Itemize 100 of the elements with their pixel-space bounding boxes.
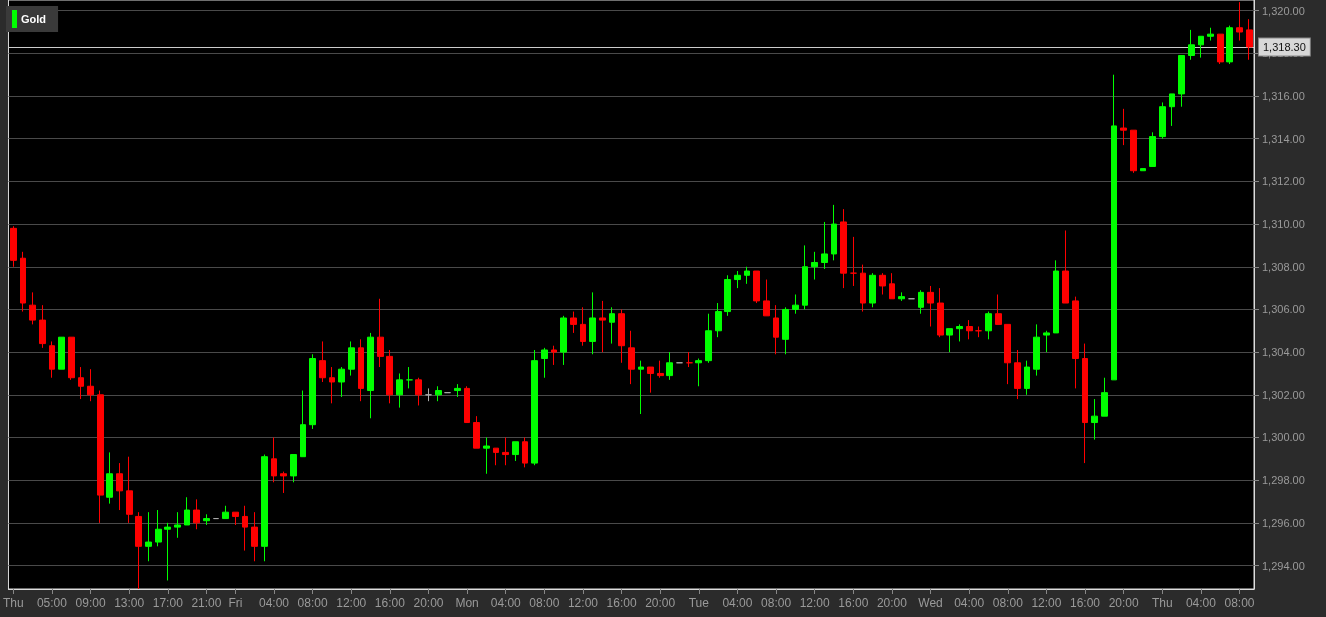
candlestick xyxy=(58,336,65,370)
candlestick xyxy=(164,522,171,581)
legend-label: Gold xyxy=(21,13,47,25)
x-tick-label: 12:00 xyxy=(336,596,367,610)
candlestick xyxy=(638,360,644,415)
x-tick-label: 13:00 xyxy=(114,596,145,610)
candlestick xyxy=(319,340,326,383)
candlestick xyxy=(782,306,789,355)
x-tick-label: 04:00 xyxy=(258,596,290,610)
candlestick xyxy=(1053,259,1059,334)
candlestick xyxy=(329,366,335,404)
y-tick-label: 1,320.00 xyxy=(1262,4,1305,17)
x-tick-label: 09:00 xyxy=(75,596,106,610)
y-tick-label: 1,314.00 xyxy=(1262,132,1305,145)
candlestick xyxy=(290,454,297,483)
candlestick xyxy=(145,511,152,562)
candlestick xyxy=(889,272,895,300)
candlestick xyxy=(10,225,17,268)
y-tick-label: 1,304.00 xyxy=(1262,346,1305,359)
candlestick xyxy=(792,294,799,315)
y-tick-label: 1,312.00 xyxy=(1262,175,1305,188)
candlestick xyxy=(473,415,480,449)
x-tick-label: 21:00 xyxy=(191,596,222,610)
candlestick xyxy=(261,454,268,562)
candlestick xyxy=(966,319,973,340)
candlestick xyxy=(821,221,828,270)
candlestick xyxy=(666,351,673,381)
candlestick xyxy=(715,302,722,338)
y-tick-label: 1,300.00 xyxy=(1262,431,1305,444)
candlestick xyxy=(1169,93,1175,127)
x-tick-label: 05:00 xyxy=(36,596,68,610)
x-tick-label: Mon xyxy=(455,596,479,610)
candlestick xyxy=(39,304,46,349)
x-tick-label: 16:00 xyxy=(374,596,406,610)
candlestick xyxy=(995,294,1002,325)
x-tick-label: 16:00 xyxy=(606,596,637,610)
candlestick xyxy=(927,285,934,328)
candlestick xyxy=(386,349,393,404)
x-tick-label: 20:00 xyxy=(413,596,444,610)
candlestick xyxy=(879,272,886,295)
candlestick xyxy=(396,372,403,409)
candlestick xyxy=(406,366,413,389)
candlestick xyxy=(1217,33,1224,65)
candlestick xyxy=(618,308,625,364)
candlestick xyxy=(358,338,364,402)
candlestick xyxy=(570,311,577,334)
candlestick xyxy=(763,279,770,317)
candlestick xyxy=(97,390,104,524)
candlestick xyxy=(106,451,113,505)
candlestick xyxy=(589,291,596,355)
candlestick xyxy=(1082,343,1088,464)
candlestick xyxy=(705,313,712,364)
candlestick xyxy=(193,498,200,530)
candlestick xyxy=(464,385,470,424)
candlestick xyxy=(860,264,866,313)
candlestick xyxy=(695,358,702,387)
candlestick xyxy=(1207,27,1214,42)
candlestick xyxy=(338,366,345,398)
candlestick xyxy=(1120,108,1127,146)
candlestick xyxy=(425,387,432,402)
candlestick xyxy=(802,244,808,310)
candlestick xyxy=(1159,101,1166,140)
candlestick xyxy=(271,436,277,483)
y-tick-label: 1,294.00 xyxy=(1262,559,1305,572)
x-tick-label: Tue xyxy=(688,596,710,610)
candlestick xyxy=(1140,168,1146,172)
candlestick xyxy=(1130,129,1137,174)
x-tick-label: Wed xyxy=(918,596,943,610)
candlestick xyxy=(831,204,837,261)
y-tick-label: 1,310.00 xyxy=(1262,218,1305,231)
candlestick xyxy=(300,390,306,458)
candlestick xyxy=(1072,296,1079,389)
candlestick xyxy=(773,304,779,355)
candlestick xyxy=(1062,229,1069,304)
x-tick-label: 16:00 xyxy=(1070,596,1101,610)
x-tick-label: 12:00 xyxy=(799,596,831,610)
candlestick xyxy=(1188,29,1195,61)
x-tick-label: 08:00 xyxy=(761,596,792,610)
candlestick xyxy=(628,330,635,385)
candlestick xyxy=(1004,323,1011,385)
candlestick xyxy=(599,300,606,353)
candlestick xyxy=(1149,131,1156,167)
candlestick xyxy=(580,306,586,347)
y-tick-label: 1,296.00 xyxy=(1262,516,1305,529)
candlestick xyxy=(184,496,190,526)
candlestick xyxy=(734,270,741,289)
candlestick xyxy=(222,505,229,520)
candlestick xyxy=(251,511,258,562)
candlestick xyxy=(1101,377,1108,417)
candlestick xyxy=(493,447,499,466)
x-tick-label: 20:00 xyxy=(876,596,908,610)
candlestick xyxy=(174,511,181,539)
x-tick-label: 08:00 xyxy=(297,596,328,610)
candlestick xyxy=(898,291,905,302)
x-tick-label: 08:00 xyxy=(529,596,560,610)
candlestick xyxy=(1178,54,1185,108)
candlestick xyxy=(1226,25,1233,65)
y-tick-label: 1,306.00 xyxy=(1262,303,1305,316)
x-tick-label: 20:00 xyxy=(645,596,676,610)
candlestick xyxy=(956,323,963,342)
